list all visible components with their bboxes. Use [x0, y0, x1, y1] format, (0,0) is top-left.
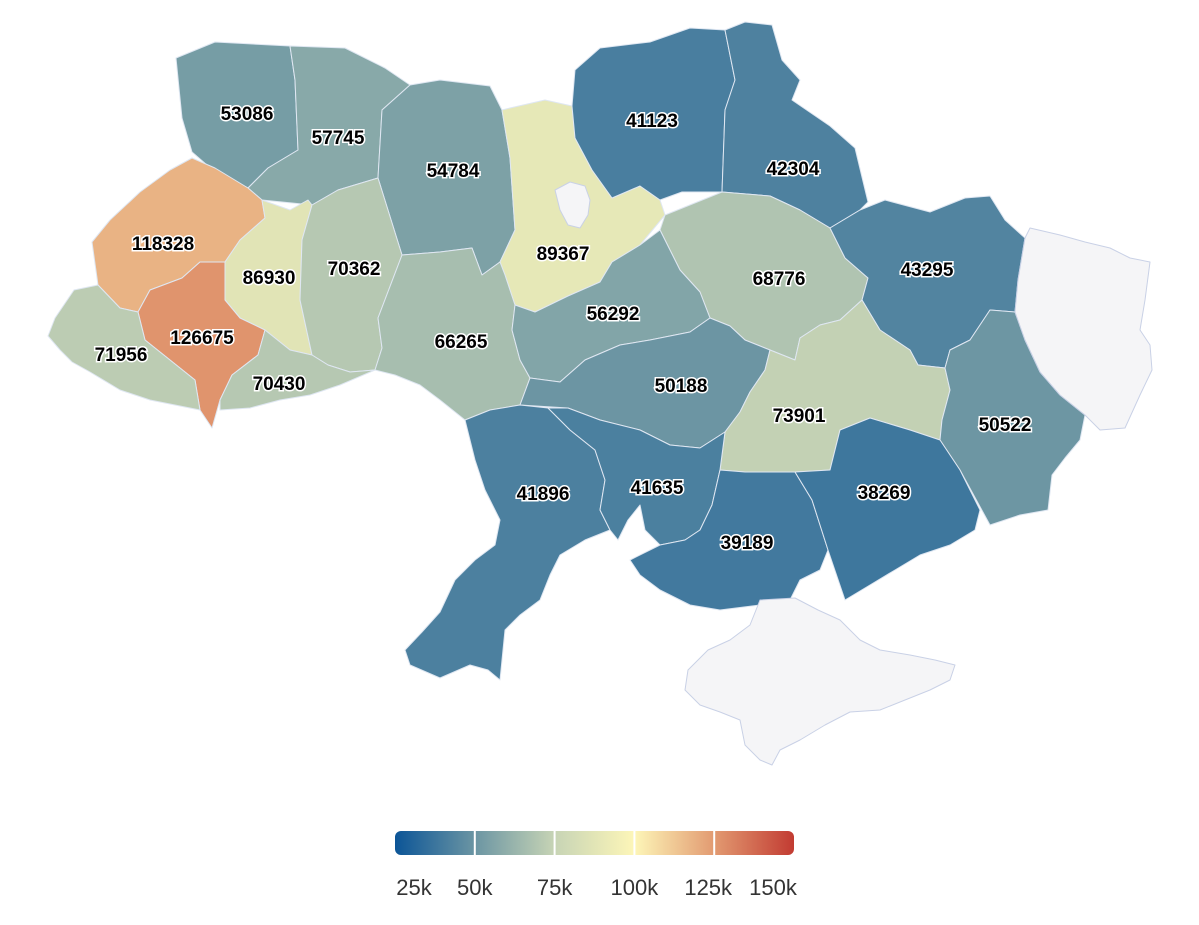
legend-tick-label: 75k [537, 875, 573, 900]
region-label-kherson: 39189 [721, 533, 774, 554]
legend-dividers [473, 831, 716, 855]
region-sumy[interactable] [721, 21, 869, 229]
region-kyiv-city[interactable] [554, 181, 591, 229]
region-label-zhytomyr: 54784 [427, 161, 480, 182]
region-label-zakarpattia: 71956 [95, 345, 148, 366]
region-odesa[interactable] [404, 404, 611, 681]
region-zaporizhzhia[interactable] [794, 417, 981, 601]
region-chernihiv[interactable] [571, 27, 736, 201]
region-label-lviv: 118328 [132, 234, 194, 255]
legend-tick-labels: 25k 50k 75k 100k 125k 150k [396, 875, 798, 900]
color-legend: 25k 50k 75k 100k 125k 150k [395, 831, 798, 900]
value-labels: 53086 57745 54784 89367 41123 42304 1183… [93, 103, 1033, 556]
legend-tick-label: 150k [749, 875, 798, 900]
region-crimea[interactable] [684, 597, 956, 766]
region-label-dnipropetrovsk: 73901 [773, 406, 826, 427]
region-label-cherkasy: 56292 [587, 304, 640, 325]
region-luhansk[interactable] [1014, 227, 1153, 431]
region-label-chernivtsi: 70430 [253, 374, 306, 395]
region-label-donetsk: 50522 [979, 415, 1032, 436]
legend-gradient-bar [395, 831, 794, 855]
region-label-rivne: 57745 [312, 128, 365, 149]
region-label-poltava: 68776 [753, 269, 806, 290]
region-label-volyn: 53086 [221, 104, 274, 125]
region-label-chernihiv: 41123 [626, 111, 678, 132]
regions-layer [47, 21, 1153, 766]
region-label-sumy: 42304 [767, 159, 820, 180]
region-zakarpattia[interactable] [47, 284, 201, 411]
region-label-mykolaiv: 41635 [631, 478, 684, 499]
region-label-kirovohrad: 50188 [655, 376, 708, 397]
region-label-ternopil: 86930 [243, 268, 296, 289]
region-label-kharkiv: 43295 [901, 260, 954, 281]
legend-tick-label: 25k [396, 875, 432, 900]
region-label-vinnytsia: 66265 [435, 332, 488, 353]
legend-tick-label: 125k [684, 875, 733, 900]
legend-tick-label: 50k [457, 875, 493, 900]
region-label-odesa: 41896 [517, 484, 570, 505]
region-label-khmelnytskyi: 70362 [328, 259, 381, 280]
legend-tick-label: 100k [611, 875, 660, 900]
region-label-zaporizhzhia: 38269 [858, 483, 911, 504]
region-label-kyiv: 89367 [537, 244, 590, 265]
region-label-ivano-frankivsk: 126675 [170, 328, 234, 349]
